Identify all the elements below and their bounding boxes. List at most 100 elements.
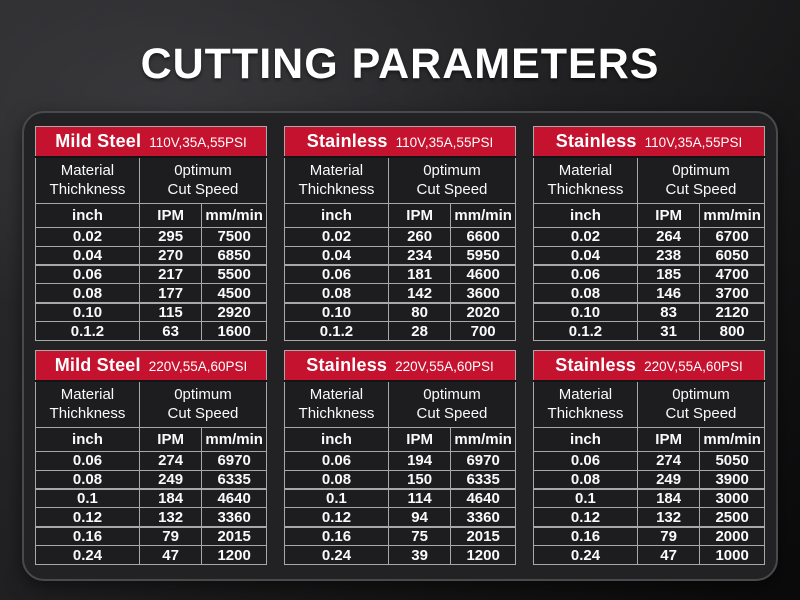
table-header: Mild Steel 220V,55A,60PSI xyxy=(35,350,267,382)
data-cell: 0.08 xyxy=(35,283,140,304)
data-cell: 6850 xyxy=(201,245,267,267)
data-cell: 185 xyxy=(636,264,701,285)
thickness-column-group: Material Thichkness xyxy=(284,380,389,428)
table-row: 0.10 115 2920 xyxy=(35,302,267,323)
data-cell: 6970 xyxy=(450,451,516,471)
data-cell: 0.02 xyxy=(35,227,140,247)
data-cell: 5950 xyxy=(450,245,516,267)
data-cell: 94 xyxy=(387,507,452,528)
thickness-label-line2: Thichkness xyxy=(49,181,126,199)
cut-speed-label-line2: Cut Speed xyxy=(167,181,239,199)
cut-speed-label-line1: 0ptimum xyxy=(672,161,730,179)
data-cell: 28 xyxy=(387,321,452,341)
material-name: Mild Steel xyxy=(54,354,141,375)
thickness-column-group: Material Thichkness xyxy=(284,156,389,204)
cut-speed-label-line2: Cut Speed xyxy=(665,181,737,199)
data-cell: 1200 xyxy=(450,545,516,565)
data-cell: 184 xyxy=(636,488,701,509)
data-cell: 132 xyxy=(138,507,203,528)
table-row: 0.02 264 6700 xyxy=(533,227,765,247)
table-header: Mild Steel 110V,35A,55PSI xyxy=(35,126,267,158)
thickness-label-line1: Material xyxy=(60,385,115,403)
unit-inch-header: inch xyxy=(533,427,638,452)
data-cell: 700 xyxy=(450,321,516,341)
cutting-parameters-table: Stainless 220V,55A,60PSI Material Thichk… xyxy=(533,350,766,565)
thickness-label-line2: Thichkness xyxy=(298,181,375,199)
table-body: 0.06 274 6970 0.08 249 6335 0.1 184 4640 0.12 132 3… xyxy=(35,451,267,565)
column-group-row: Material Thichkness 0ptimum Cut Speed xyxy=(35,380,268,428)
data-cell: 0.24 xyxy=(284,545,389,565)
power-spec: 110V,35A,55PSI xyxy=(644,134,743,150)
data-cell: 234 xyxy=(387,245,452,267)
cut-speed-column-group: 0ptimum Cut Speed xyxy=(387,156,517,204)
unit-inch-header: inch xyxy=(284,427,389,452)
data-cell: 150 xyxy=(387,469,452,491)
data-cell: 0.04 xyxy=(284,245,389,267)
data-cell: 6700 xyxy=(699,227,765,247)
column-group-row: Material Thichkness 0ptimum Cut Speed xyxy=(284,156,517,204)
table-row: 0.10 80 2020 xyxy=(284,302,516,323)
data-cell: 0.10 xyxy=(35,302,140,323)
data-cell: 0.16 xyxy=(35,526,140,547)
table-row: 0.16 75 2015 xyxy=(284,526,516,547)
data-cell: 0.24 xyxy=(35,545,140,565)
table-row: 0.04 238 6050 xyxy=(533,245,765,267)
data-cell: 2020 xyxy=(450,302,516,323)
unit-ipm-header: IPM xyxy=(636,427,701,452)
material-name: Stainless xyxy=(555,130,637,151)
data-cell: 80 xyxy=(387,302,452,323)
table-row: 0.08 142 3600 xyxy=(284,283,516,304)
power-spec: 110V,35A,55PSI xyxy=(149,134,247,150)
data-cell: 184 xyxy=(138,488,203,509)
thickness-label-line1: Material xyxy=(309,385,364,403)
cut-speed-column-group: 0ptimum Cut Speed xyxy=(387,380,517,428)
data-cell: 0.1 xyxy=(35,488,140,509)
column-group-row: Material Thichkness 0ptimum Cut Speed xyxy=(35,156,268,204)
data-cell: 5050 xyxy=(699,451,765,471)
power-spec: 110V,35A,55PSI xyxy=(395,134,494,150)
table-row: 0.12 94 3360 xyxy=(284,507,516,528)
data-cell: 181 xyxy=(387,264,452,285)
data-cell: 0.16 xyxy=(533,526,638,547)
unit-header-row: inch IPM mm/min xyxy=(35,203,267,228)
cut-speed-column-group: 0ptimum Cut Speed xyxy=(636,156,766,204)
table-row: 0.08 146 3700 xyxy=(533,283,765,304)
table-row: 0.1.2 63 1600 xyxy=(35,321,267,341)
data-cell: 132 xyxy=(636,507,701,528)
table-header-row: Stainless 110V,35A,55PSI xyxy=(284,126,516,158)
parameters-panel: Mild Steel 110V,35A,55PSI Material Thich… xyxy=(22,111,778,581)
data-cell: 0.1.2 xyxy=(35,321,140,341)
data-cell: 4640 xyxy=(201,488,267,509)
thickness-label-line1: Material xyxy=(558,161,613,179)
data-cell: 63 xyxy=(138,321,203,341)
column-group-row: Material Thichkness 0ptimum Cut Speed xyxy=(284,380,517,428)
cut-speed-label-line1: 0ptimum xyxy=(672,385,730,403)
table-row: 0.16 79 2000 xyxy=(533,526,765,547)
data-cell: 260 xyxy=(387,227,452,247)
data-cell: 0.08 xyxy=(284,283,389,304)
material-name: Mild Steel xyxy=(55,130,142,151)
material-name: Stainless xyxy=(306,130,388,151)
cut-speed-label-line1: 0ptimum xyxy=(174,161,232,179)
data-cell: 3600 xyxy=(450,283,516,304)
table-header-row: Mild Steel 220V,55A,60PSI xyxy=(35,350,267,382)
table-header-row: Stainless 110V,35A,55PSI xyxy=(533,126,765,158)
data-cell: 2000 xyxy=(699,526,765,547)
cut-speed-label-line2: Cut Speed xyxy=(167,405,239,423)
data-cell: 0.10 xyxy=(533,302,638,323)
data-cell: 270 xyxy=(138,245,203,267)
data-cell: 274 xyxy=(138,451,203,471)
thickness-label-line2: Thichkness xyxy=(547,405,624,423)
data-cell: 1600 xyxy=(201,321,267,341)
data-cell: 3000 xyxy=(699,488,765,509)
data-cell: 238 xyxy=(636,245,701,267)
table-header: Stainless 220V,55A,60PSI xyxy=(284,350,516,382)
material-name: Stainless xyxy=(306,354,388,375)
thickness-column-group: Material Thichkness xyxy=(533,156,638,204)
table-row: 0.06 217 5500 xyxy=(35,264,267,285)
data-cell: 0.08 xyxy=(35,469,140,491)
data-cell: 142 xyxy=(387,283,452,304)
data-cell: 2920 xyxy=(201,302,267,323)
cut-speed-label-line2: Cut Speed xyxy=(416,405,488,423)
data-cell: 0.10 xyxy=(284,302,389,323)
